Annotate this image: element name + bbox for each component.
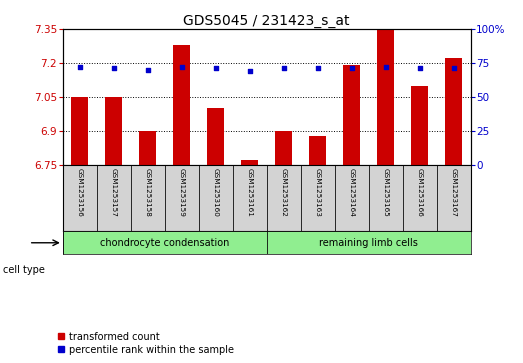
Text: GSM1253163: GSM1253163: [315, 168, 321, 217]
Point: [177, 64, 186, 70]
Point: [415, 66, 424, 72]
Bar: [173, 45, 190, 165]
Bar: [335, 165, 369, 232]
Text: GSM1253157: GSM1253157: [111, 168, 117, 217]
Text: GSM1253166: GSM1253166: [417, 168, 423, 217]
Bar: [267, 165, 301, 232]
Text: GSM1253159: GSM1253159: [179, 168, 185, 217]
Point: [110, 66, 118, 72]
Text: cell type: cell type: [3, 265, 44, 276]
Bar: [63, 165, 97, 232]
Point: [313, 66, 322, 72]
Point: [449, 66, 458, 72]
Bar: [437, 165, 471, 232]
Text: remaining limb cells: remaining limb cells: [319, 238, 418, 248]
Text: GSM1253167: GSM1253167: [451, 168, 457, 217]
Bar: [71, 97, 88, 165]
Bar: [343, 65, 360, 165]
Text: GSM1253156: GSM1253156: [77, 168, 83, 217]
Bar: [139, 131, 156, 165]
Bar: [309, 135, 326, 165]
Bar: [377, 29, 394, 165]
Point: [347, 66, 356, 72]
Bar: [63, 232, 267, 254]
Text: GSM1253160: GSM1253160: [213, 168, 219, 217]
Point: [381, 64, 390, 70]
Title: GDS5045 / 231423_s_at: GDS5045 / 231423_s_at: [184, 14, 350, 28]
Bar: [403, 165, 437, 232]
Point: [246, 68, 254, 74]
Point: [75, 64, 84, 70]
Bar: [301, 165, 335, 232]
Point: [211, 66, 220, 72]
Bar: [165, 165, 199, 232]
Text: GSM1253162: GSM1253162: [281, 168, 287, 217]
Text: GSM1253165: GSM1253165: [383, 168, 389, 217]
Bar: [411, 86, 428, 165]
Bar: [233, 165, 267, 232]
Bar: [275, 131, 292, 165]
Bar: [97, 165, 131, 232]
Bar: [207, 108, 224, 165]
Bar: [199, 165, 233, 232]
Bar: [105, 97, 122, 165]
Point: [143, 67, 152, 73]
Bar: [369, 165, 403, 232]
Text: chondrocyte condensation: chondrocyte condensation: [100, 238, 230, 248]
Legend: transformed count, percentile rank within the sample: transformed count, percentile rank withi…: [57, 331, 234, 355]
Bar: [445, 58, 462, 165]
Bar: [241, 160, 258, 165]
Bar: [267, 232, 471, 254]
Bar: [131, 165, 165, 232]
Text: GSM1253158: GSM1253158: [145, 168, 151, 217]
Text: GSM1253161: GSM1253161: [247, 168, 253, 217]
Point: [279, 66, 288, 72]
Text: GSM1253164: GSM1253164: [349, 168, 355, 217]
